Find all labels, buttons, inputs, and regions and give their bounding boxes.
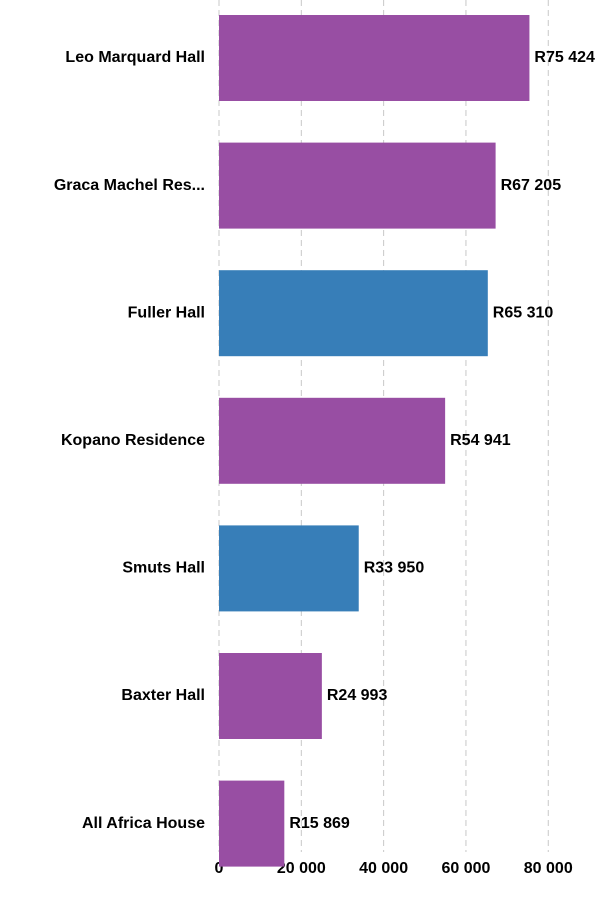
value-label: R33 950 <box>364 560 425 577</box>
bar <box>219 15 530 101</box>
bar <box>219 653 322 739</box>
x-tick-label: 0 <box>215 860 224 877</box>
y-tick-label: Baxter Hall <box>121 687 205 704</box>
y-tick-label: Kopano Residence <box>61 432 205 449</box>
bar <box>219 142 496 229</box>
x-tick-label: 40 000 <box>359 860 408 877</box>
y-tick-label: All Africa House <box>82 815 205 832</box>
value-label: R15 869 <box>289 815 350 832</box>
value-label: R54 941 <box>450 432 511 449</box>
value-label: R75 424 <box>534 49 595 66</box>
x-tick-label: 20 000 <box>277 860 326 877</box>
value-label: R65 310 <box>493 304 554 321</box>
y-tick-label: Fuller Hall <box>128 304 205 321</box>
value-label: R67 205 <box>501 177 562 194</box>
bar <box>219 780 285 867</box>
y-tick-label: Smuts Hall <box>122 560 205 577</box>
bar <box>219 397 446 484</box>
bar <box>219 270 488 357</box>
y-tick-label: Leo Marquard Hall <box>65 49 205 66</box>
x-tick-label: 80 000 <box>524 860 573 877</box>
value-label: R24 993 <box>327 687 388 704</box>
x-tick-label: 60 000 <box>441 860 490 877</box>
bar <box>219 525 359 612</box>
y-tick-label: Graca Machel Res... <box>54 177 205 194</box>
